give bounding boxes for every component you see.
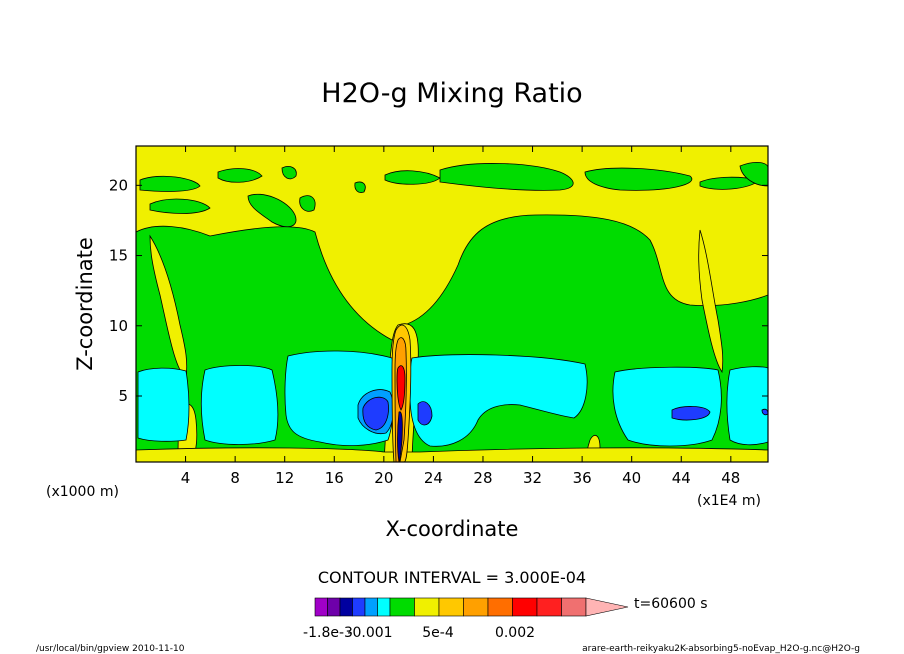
x-unit-left: (x1000 m)	[46, 484, 119, 500]
colorbar-swatch	[389, 597, 415, 617]
navy-streak	[397, 411, 403, 462]
x-axis: 4 8 12 16 20 24 28 32 36 40 44 48	[181, 146, 740, 487]
time-label: t=60600 s	[634, 596, 708, 612]
x-tick-label: 12	[275, 469, 294, 487]
colorbar-tick-label: 5e-4	[422, 625, 454, 641]
upper-green-blob-a	[281, 166, 297, 180]
contour-interval: CONTOUR INTERVAL = 3.000E-04	[318, 568, 586, 587]
colorbar-swatch	[438, 597, 464, 617]
yellow-bottom-strip	[136, 447, 768, 462]
x-tick-label: 20	[374, 469, 393, 487]
footer-left: /usr/local/bin/gpview 2010-11-10	[36, 644, 185, 654]
colorbar-arrow	[585, 597, 629, 617]
yellow-finger-right	[698, 229, 724, 374]
colorbar-tick-label: -1.8e-3	[303, 625, 353, 641]
colorbar-swatch	[377, 597, 391, 617]
x-tick-label: 32	[523, 469, 542, 487]
y-tick-label: 10	[109, 317, 128, 335]
colorbar-swatch	[463, 597, 489, 617]
y-axis: 5 10 15 20	[109, 176, 768, 405]
x-tick-label: 40	[622, 469, 641, 487]
cyan-cell-2	[200, 365, 279, 445]
upper-green-blob-b	[247, 193, 297, 228]
upper-green-band-5	[584, 167, 693, 191]
x-tick-label: 28	[473, 469, 492, 487]
plot-frame	[135, 145, 769, 463]
colorbar-tick-label: -0.001	[347, 625, 392, 641]
colorbar-tick-label: 0.002	[495, 625, 535, 641]
y-axis-label: Z-coordinate	[73, 237, 97, 371]
cyan-cell-1	[137, 367, 190, 442]
colorbar-swatch	[512, 597, 538, 617]
x-tick-label: 44	[672, 469, 691, 487]
cyan-cell-5	[612, 366, 722, 447]
colorbar-labels: -1.8e-3-0.001 5e-4 0.002	[303, 625, 535, 641]
colorbar-swatch	[561, 597, 587, 617]
upper-green-band-1	[139, 175, 201, 192]
x-tick-label: 36	[573, 469, 592, 487]
chart-title: H2O-g Mixing Ratio	[321, 78, 582, 109]
x-tick-label: 8	[230, 469, 240, 487]
red-core	[396, 365, 406, 411]
blue-core-3	[671, 406, 711, 421]
colorbar-swatch	[364, 597, 378, 617]
x-tick-label: 48	[721, 469, 740, 487]
colorbar-swatch	[414, 597, 440, 617]
upper-green-band-7	[739, 162, 768, 187]
upper-green-blob-e	[354, 181, 366, 193]
colorbar-swatch	[314, 597, 328, 617]
colorbar-swatch	[487, 597, 513, 617]
colorbar-swatch	[327, 597, 341, 617]
y-tick-label: 5	[118, 387, 128, 405]
x-tick-label: 16	[325, 469, 344, 487]
blue-core-1	[362, 396, 389, 431]
y-tick-label: 20	[109, 176, 128, 194]
upper-green-blob-d	[299, 195, 316, 212]
x-tick-label: 4	[181, 469, 191, 487]
contour-field	[136, 146, 768, 462]
blue-core-2	[417, 401, 433, 426]
cyan-cell-6	[726, 366, 768, 446]
upper-green-blob-c	[149, 198, 211, 214]
colorbar-swatch	[536, 597, 562, 617]
colorbar-swatch	[339, 597, 353, 617]
x-tick-label: 24	[424, 469, 443, 487]
y-tick-label: 15	[109, 247, 128, 265]
footer-right: arare-earth-reikyaku2K-absorbing5-noEvap…	[582, 644, 860, 654]
x-axis-label: X-coordinate	[386, 517, 519, 541]
x-unit-right: (x1E4 m)	[697, 493, 761, 509]
colorbar-swatch	[352, 597, 366, 617]
upper-green-band-2	[217, 168, 263, 183]
cyan-cell-4	[409, 354, 588, 447]
upper-green-band-4	[439, 163, 574, 191]
blue-core-4	[761, 408, 768, 416]
colorbar	[314, 597, 629, 617]
